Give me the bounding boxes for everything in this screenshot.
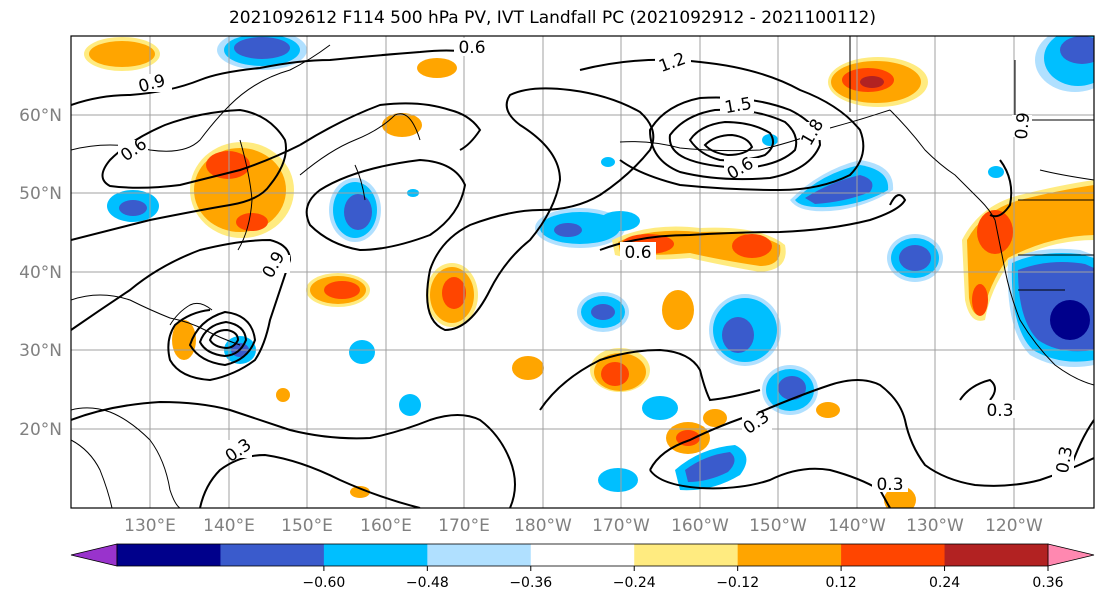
lon-label: 140°E xyxy=(203,516,255,536)
colorbar-tick-label: −0.24 xyxy=(613,575,656,591)
contour-label: 0.6 xyxy=(458,38,485,58)
lon-label: 170°W xyxy=(592,516,650,536)
lon-label: 160°W xyxy=(671,516,729,536)
contour-label: 0.6 xyxy=(624,243,651,263)
lat-label: 30°N xyxy=(19,341,62,361)
colorbar-frame xyxy=(116,543,1049,567)
colorbar-tick-label: 0.24 xyxy=(929,575,960,591)
colorbar-extend-low xyxy=(70,543,118,567)
contour-label: 1.5 xyxy=(723,94,753,118)
colorbar-cell xyxy=(737,544,842,566)
colorbar-tick-label: −0.12 xyxy=(716,575,759,591)
lon-label: 180°W xyxy=(514,516,572,536)
lon-label: 140°W xyxy=(828,516,886,536)
lon-label: 120°W xyxy=(985,516,1043,536)
colorbar-cell xyxy=(530,544,635,566)
colorbar-cell xyxy=(323,544,428,566)
colorbar-cell xyxy=(117,544,221,566)
lat-label: 60°N xyxy=(19,106,62,126)
contour-label: 0.3 xyxy=(876,475,903,495)
plot-frame xyxy=(70,35,1095,509)
contour-label: 0.3 xyxy=(1053,445,1077,475)
contour-label: 0.3 xyxy=(986,401,1013,421)
colorbar-extend-high xyxy=(1047,543,1095,567)
lon-label: 160°E xyxy=(360,516,412,536)
lat-label: 40°N xyxy=(19,263,62,283)
colorbar-cell xyxy=(944,544,1049,566)
colorbar: −0.60−0.48−0.36−0.24−0.120.120.240.360.4… xyxy=(70,543,1095,591)
colorbar-cell xyxy=(634,544,739,566)
colorbar-tick-label: −0.60 xyxy=(302,575,345,591)
colorbar-tick-label: −0.48 xyxy=(406,575,449,591)
longitude-labels: 130°E 140°E 150°E 160°E 170°E 180°W 170°… xyxy=(124,516,1043,536)
figure-title: 2021092612 F114 500 hPa PV, IVT Landfall… xyxy=(228,8,876,28)
colorbar-tick-label: −0.36 xyxy=(509,575,552,591)
colorbar-cell xyxy=(841,544,946,566)
colorbar-cell xyxy=(427,544,532,566)
lon-label: 130°E xyxy=(124,516,176,536)
colorbar-tick-label: 0.12 xyxy=(826,575,857,591)
lat-label: 20°N xyxy=(19,420,62,440)
lon-label: 170°E xyxy=(438,516,490,536)
lon-label: 150°E xyxy=(281,516,333,536)
lat-label: 50°N xyxy=(19,184,62,204)
lon-label: 150°W xyxy=(749,516,807,536)
colorbar-tick-label: 0.36 xyxy=(1032,575,1063,591)
map-plot-area: 0.6 0.9 0.6 0.9 1.2 1.5 1.8 0.6 0.6 0.9 … xyxy=(71,36,1094,508)
colorbar-cell xyxy=(220,544,325,566)
lon-label: 130°W xyxy=(906,516,964,536)
gridlines xyxy=(71,36,1094,508)
latitude-labels: 60°N 50°N 40°N 30°N 20°N xyxy=(19,106,62,440)
pv-contours xyxy=(71,49,1094,508)
contour-label: 0.9 xyxy=(1012,112,1034,141)
